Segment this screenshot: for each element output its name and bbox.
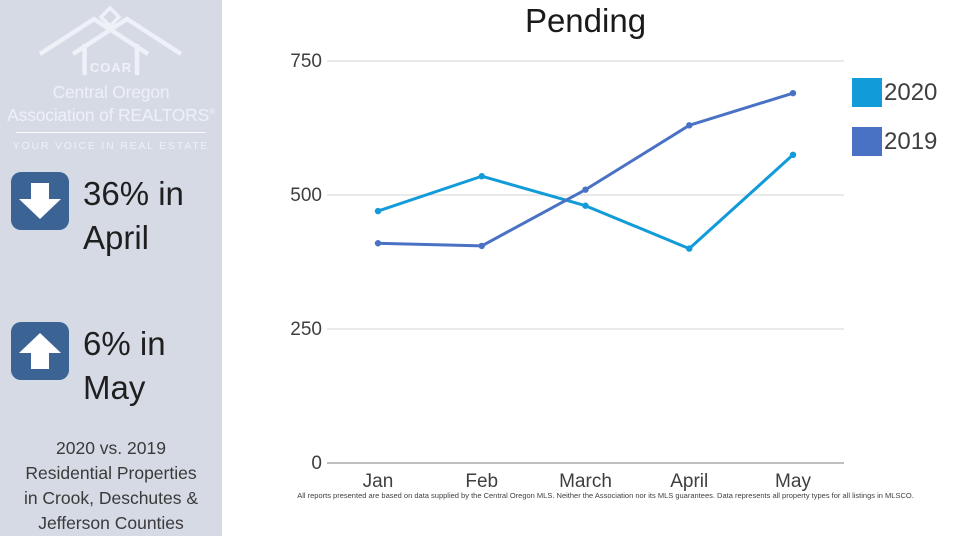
trademark-symbol: ® <box>209 107 215 116</box>
legend-item-2020: 2020 <box>852 78 937 107</box>
svg-text:May: May <box>775 471 811 492</box>
svg-text:Jan: Jan <box>363 471 394 492</box>
stat-may-text: 6% in May <box>83 325 166 406</box>
coar-acronym: COAR <box>90 60 132 75</box>
arrow-down-icon <box>11 172 69 230</box>
org-name-line2: Association of REALTORS® <box>7 104 215 125</box>
org-name: Central Oregon Association of REALTORS® <box>0 83 222 125</box>
caption-line-4: Jefferson Counties <box>38 513 184 533</box>
svg-text:March: March <box>559 471 612 492</box>
coar-logo: COAR Central Oregon Association of REALT… <box>0 4 222 152</box>
disclaimer-text: All reports presented are based on data … <box>297 491 914 500</box>
org-tagline: YOUR VOICE IN REAL ESTATE <box>12 139 210 152</box>
svg-text:500: 500 <box>290 185 322 206</box>
caption-line-1: 2020 vs. 2019 <box>56 438 166 458</box>
svg-text:April: April <box>670 471 708 492</box>
legend-label-2020: 2020 <box>884 79 938 106</box>
legend-label-2019: 2019 <box>884 128 938 155</box>
chart-caption: 2020 vs. 2019 Residential Properties in … <box>0 436 222 536</box>
legend-item-2019: 2019 <box>852 127 937 156</box>
stat-april-text: 36% in April <box>83 175 184 256</box>
org-name-line1: Central Oregon <box>52 82 170 102</box>
svg-text:750: 750 <box>290 51 322 72</box>
stat-april: 36% in April <box>11 172 215 260</box>
svg-text:Feb: Feb <box>465 471 498 492</box>
caption-line-2: Residential Properties <box>25 463 197 483</box>
chart-title: Pending <box>524 2 647 39</box>
svg-text:250: 250 <box>290 319 322 340</box>
coar-house-icon: COAR <box>38 5 183 75</box>
chart-legend: 2020 2019 <box>852 78 937 156</box>
svg-text:0: 0 <box>311 453 322 474</box>
logo-divider <box>16 131 206 133</box>
legend-swatch-2019 <box>852 127 882 156</box>
caption-line-3: in Crook, Deschutes & <box>23 488 199 508</box>
arrow-up-icon <box>11 322 69 380</box>
stat-may: 6% in May <box>11 322 215 410</box>
legend-swatch-2020 <box>852 78 882 107</box>
sidebar: COAR Central Oregon Association of REALT… <box>0 0 222 536</box>
